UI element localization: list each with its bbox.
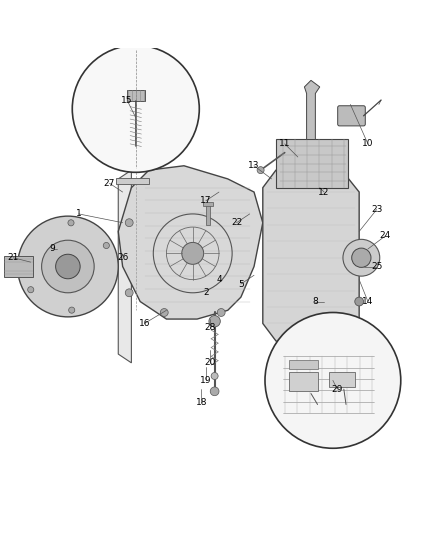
Circle shape xyxy=(352,248,371,268)
Circle shape xyxy=(210,387,219,395)
Polygon shape xyxy=(118,170,131,363)
Circle shape xyxy=(160,309,168,317)
Text: 8: 8 xyxy=(312,297,318,306)
Text: 15: 15 xyxy=(121,95,133,104)
Text: 17: 17 xyxy=(200,196,212,205)
Text: 1: 1 xyxy=(76,209,82,219)
FancyBboxPatch shape xyxy=(338,106,365,126)
Bar xyxy=(206,205,210,225)
Circle shape xyxy=(18,216,118,317)
Bar xyxy=(289,372,318,391)
Circle shape xyxy=(217,309,225,317)
Circle shape xyxy=(182,243,204,264)
Bar xyxy=(203,201,213,206)
Text: 19: 19 xyxy=(200,376,212,385)
Circle shape xyxy=(211,373,218,379)
Circle shape xyxy=(355,297,364,306)
Text: 14: 14 xyxy=(362,297,374,306)
Bar xyxy=(116,178,149,184)
Text: 5: 5 xyxy=(238,279,244,288)
Text: 22: 22 xyxy=(231,218,242,227)
Circle shape xyxy=(72,45,199,172)
Circle shape xyxy=(103,243,110,248)
Circle shape xyxy=(68,220,74,226)
Text: 21: 21 xyxy=(7,253,19,262)
Bar xyxy=(127,90,145,101)
Text: 13: 13 xyxy=(248,161,260,170)
Text: 26: 26 xyxy=(117,253,128,262)
Polygon shape xyxy=(263,161,359,350)
Text: 24: 24 xyxy=(380,231,391,240)
Text: 28: 28 xyxy=(205,324,216,332)
Circle shape xyxy=(209,316,220,327)
Text: 27: 27 xyxy=(104,179,115,188)
Text: 12: 12 xyxy=(318,188,330,197)
Text: 29: 29 xyxy=(332,385,343,394)
Circle shape xyxy=(28,287,34,293)
Polygon shape xyxy=(304,80,320,140)
Circle shape xyxy=(69,307,75,313)
Circle shape xyxy=(343,239,380,276)
Text: 25: 25 xyxy=(371,262,382,271)
Text: 9: 9 xyxy=(49,245,56,254)
Circle shape xyxy=(265,312,401,448)
Text: 11: 11 xyxy=(279,139,290,148)
Text: 18: 18 xyxy=(196,398,207,407)
Text: 2: 2 xyxy=(203,288,208,297)
Circle shape xyxy=(125,289,133,297)
Circle shape xyxy=(42,240,94,293)
Bar xyxy=(289,360,318,369)
Circle shape xyxy=(125,219,133,227)
Text: 10: 10 xyxy=(362,139,374,148)
Text: 4: 4 xyxy=(216,275,222,284)
Circle shape xyxy=(56,254,80,279)
Polygon shape xyxy=(4,255,33,278)
Text: 16: 16 xyxy=(139,319,150,328)
Text: 23: 23 xyxy=(371,205,382,214)
Bar xyxy=(328,372,355,387)
Polygon shape xyxy=(118,166,263,319)
Circle shape xyxy=(257,167,264,174)
FancyBboxPatch shape xyxy=(276,140,348,188)
Text: 20: 20 xyxy=(205,358,216,367)
